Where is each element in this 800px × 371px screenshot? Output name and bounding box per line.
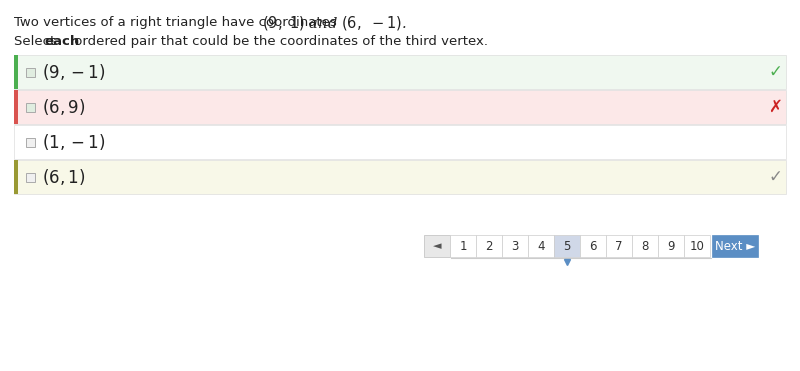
Text: each: each: [44, 35, 79, 48]
Text: ✗: ✗: [768, 98, 782, 116]
FancyBboxPatch shape: [14, 55, 18, 89]
Text: ordered pair that could be the coordinates of the third vertex.: ordered pair that could be the coordinat…: [70, 35, 488, 48]
Text: Two vertices of a right triangle have coordinates: Two vertices of a right triangle have co…: [14, 16, 341, 29]
FancyBboxPatch shape: [476, 235, 502, 257]
FancyBboxPatch shape: [14, 90, 786, 124]
FancyBboxPatch shape: [26, 102, 35, 112]
Text: $(9, -1)$: $(9, -1)$: [42, 62, 106, 82]
FancyBboxPatch shape: [14, 160, 18, 194]
Text: 10: 10: [690, 240, 705, 253]
FancyBboxPatch shape: [580, 235, 606, 257]
Text: 1: 1: [459, 240, 466, 253]
Text: 9: 9: [667, 240, 674, 253]
Text: 4: 4: [538, 240, 545, 253]
FancyBboxPatch shape: [712, 235, 758, 257]
Text: ◄: ◄: [433, 241, 442, 251]
FancyBboxPatch shape: [554, 235, 580, 257]
Text: 2: 2: [486, 240, 493, 253]
FancyBboxPatch shape: [632, 235, 658, 257]
FancyBboxPatch shape: [14, 55, 786, 89]
FancyBboxPatch shape: [450, 235, 476, 257]
FancyBboxPatch shape: [658, 235, 684, 257]
Text: 7: 7: [615, 240, 622, 253]
FancyBboxPatch shape: [606, 235, 632, 257]
Text: 5: 5: [563, 240, 570, 253]
FancyBboxPatch shape: [502, 235, 528, 257]
FancyBboxPatch shape: [26, 68, 35, 76]
FancyBboxPatch shape: [14, 90, 18, 124]
Text: ✓: ✓: [768, 168, 782, 186]
FancyBboxPatch shape: [424, 235, 450, 257]
FancyBboxPatch shape: [14, 160, 786, 194]
Text: 8: 8: [642, 240, 649, 253]
Text: 6: 6: [590, 240, 597, 253]
Text: $(6, 9)$: $(6, 9)$: [42, 97, 86, 117]
Text: Next ►: Next ►: [715, 240, 755, 253]
Text: $(6, 1)$: $(6, 1)$: [42, 167, 86, 187]
Text: $(9,\ 1)$ and $(6,\ -1)$.: $(9,\ 1)$ and $(6,\ -1)$.: [262, 14, 406, 32]
Text: ✓: ✓: [768, 63, 782, 81]
FancyBboxPatch shape: [684, 235, 710, 257]
FancyBboxPatch shape: [26, 138, 35, 147]
Text: Select: Select: [14, 35, 59, 48]
Text: $(1, -1)$: $(1, -1)$: [42, 132, 106, 152]
Text: 3: 3: [511, 240, 518, 253]
FancyBboxPatch shape: [14, 125, 786, 159]
FancyBboxPatch shape: [26, 173, 35, 181]
FancyBboxPatch shape: [528, 235, 554, 257]
